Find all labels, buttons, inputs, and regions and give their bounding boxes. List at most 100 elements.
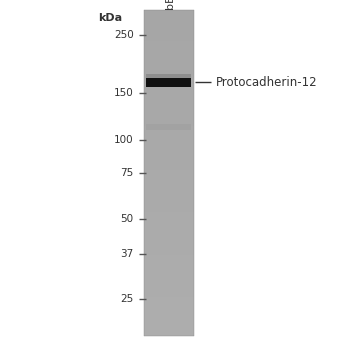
Bar: [144, 201, 194, 202]
Bar: [144, 185, 194, 186]
Bar: [146, 124, 191, 130]
Bar: [144, 183, 194, 185]
Bar: [144, 129, 194, 131]
Bar: [144, 167, 194, 168]
Bar: [144, 72, 194, 74]
Bar: [144, 245, 194, 247]
Bar: [144, 155, 194, 157]
Bar: [144, 224, 194, 225]
Bar: [144, 20, 194, 22]
Bar: [144, 276, 194, 277]
Bar: [144, 48, 194, 49]
Bar: [144, 289, 194, 291]
Bar: [144, 181, 194, 183]
Bar: [144, 242, 194, 243]
Bar: [144, 49, 194, 51]
Bar: [144, 310, 194, 312]
Bar: [144, 297, 194, 299]
Bar: [144, 41, 194, 43]
Bar: [144, 82, 194, 84]
Bar: [144, 147, 194, 149]
Bar: [144, 88, 194, 90]
Bar: [144, 318, 194, 320]
Bar: [144, 64, 194, 66]
Bar: [144, 13, 194, 15]
Bar: [144, 212, 194, 214]
Bar: [144, 256, 194, 258]
Bar: [144, 54, 194, 56]
Bar: [144, 235, 194, 237]
Bar: [144, 199, 194, 201]
Bar: [144, 52, 194, 54]
Bar: [144, 10, 194, 12]
Bar: [144, 144, 194, 145]
Bar: [144, 264, 194, 266]
Bar: [144, 305, 194, 307]
Bar: [144, 331, 194, 333]
Bar: [144, 126, 194, 128]
Bar: [144, 251, 194, 253]
Bar: [144, 180, 194, 181]
Bar: [144, 258, 194, 260]
Bar: [144, 234, 194, 235]
Bar: [144, 238, 194, 240]
Bar: [144, 263, 194, 264]
Bar: [144, 206, 194, 208]
Bar: [144, 69, 194, 71]
Bar: [144, 62, 194, 64]
Bar: [144, 103, 194, 105]
Bar: [144, 36, 194, 38]
Text: bEnd.3: bEnd.3: [165, 0, 175, 9]
Bar: [144, 299, 194, 300]
Bar: [144, 178, 194, 180]
Bar: [144, 105, 194, 106]
Bar: [144, 327, 194, 328]
Bar: [144, 165, 194, 167]
Bar: [144, 79, 194, 80]
Bar: [144, 247, 194, 248]
Bar: [144, 111, 194, 113]
Bar: [144, 204, 194, 206]
Bar: [144, 164, 194, 165]
Bar: [144, 66, 194, 67]
Bar: [144, 230, 194, 232]
Bar: [144, 97, 194, 98]
Bar: [144, 334, 194, 336]
Bar: [144, 119, 194, 121]
Bar: [144, 307, 194, 308]
Bar: [144, 320, 194, 321]
Bar: [144, 172, 194, 173]
Bar: [144, 149, 194, 150]
Bar: [144, 250, 194, 251]
Text: kDa: kDa: [98, 13, 122, 23]
Bar: [144, 28, 194, 30]
Bar: [144, 102, 194, 103]
Bar: [144, 269, 194, 271]
Text: 250: 250: [114, 30, 134, 40]
Bar: [144, 19, 194, 20]
Bar: [144, 274, 194, 276]
Bar: [144, 271, 194, 273]
Bar: [144, 30, 194, 32]
Bar: [144, 33, 194, 35]
Bar: [144, 134, 194, 136]
Bar: [144, 217, 194, 219]
Bar: [144, 125, 194, 126]
Bar: [144, 162, 194, 164]
Bar: [144, 255, 194, 256]
Bar: [144, 282, 194, 284]
Bar: [144, 87, 194, 88]
Bar: [144, 35, 194, 36]
Bar: [144, 85, 194, 87]
Bar: [144, 132, 194, 134]
Bar: [144, 136, 194, 137]
Bar: [144, 186, 194, 188]
Bar: [144, 268, 194, 269]
Bar: [144, 154, 194, 155]
Bar: [144, 93, 194, 95]
Bar: [144, 284, 194, 286]
Bar: [144, 208, 194, 209]
Bar: [144, 25, 194, 27]
Bar: [144, 191, 194, 193]
Bar: [144, 302, 194, 304]
